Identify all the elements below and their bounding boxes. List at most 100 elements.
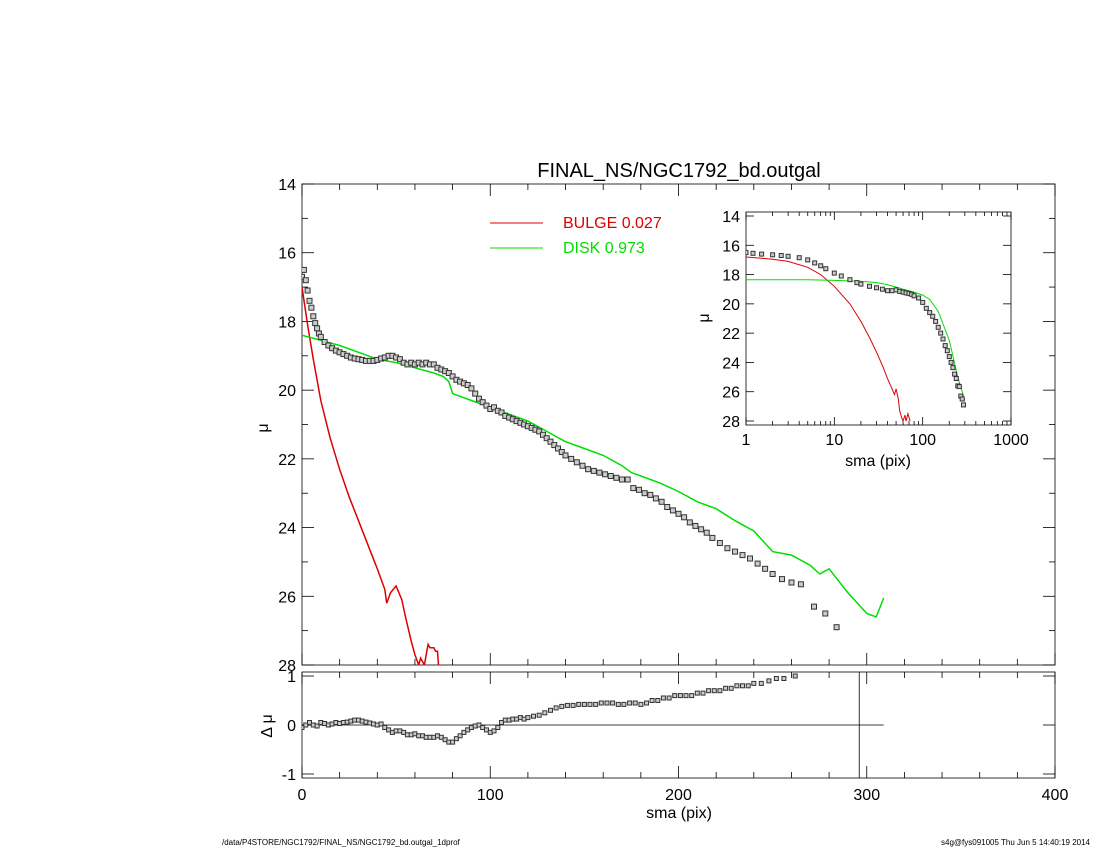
- data-point: [762, 565, 769, 572]
- y-tick-label: 22: [722, 326, 740, 343]
- data-point: [686, 519, 693, 526]
- data-point: [754, 560, 761, 567]
- residual-point: [615, 701, 621, 707]
- data-point: [797, 581, 804, 588]
- x-axis-label: sma (pix): [646, 805, 712, 822]
- data-point: [833, 624, 840, 631]
- residual-point: [711, 688, 717, 694]
- data-point: [703, 529, 710, 536]
- data-point: [472, 390, 479, 397]
- y-tick-label: 18: [722, 268, 740, 285]
- data-point: [838, 273, 844, 279]
- data-point: [746, 250, 749, 256]
- residual-point: [734, 683, 740, 689]
- data-point: [920, 299, 926, 305]
- data-point: [468, 385, 475, 392]
- data-point: [483, 402, 490, 409]
- data-point: [636, 486, 642, 493]
- residual-point: [717, 688, 723, 694]
- data-point: [952, 371, 958, 377]
- residual-point: [587, 701, 593, 707]
- data-point: [961, 402, 966, 408]
- data-point: [759, 251, 765, 257]
- y-tick-label: 28: [722, 414, 740, 431]
- series-bulge-line: [302, 286, 440, 665]
- data-point: [306, 297, 313, 304]
- data-point: [916, 295, 922, 301]
- data-point: [785, 253, 791, 259]
- data-point: [558, 449, 565, 455]
- y-tick-label: 14: [722, 209, 740, 226]
- data-point: [630, 485, 637, 492]
- data-point: [933, 318, 939, 324]
- residual-point: [525, 715, 531, 721]
- residual-point: [576, 701, 582, 707]
- data-point: [596, 469, 603, 476]
- residual-point: [621, 701, 627, 707]
- data-point: [709, 534, 716, 541]
- residual-point: [559, 703, 565, 709]
- data-point: [930, 313, 936, 319]
- main-panel: 14 16 18 20 22 24 26 28 μ: [255, 177, 1056, 675]
- data-point: [811, 603, 817, 610]
- inset-background: [746, 212, 1011, 425]
- data-point: [317, 333, 324, 340]
- data-point: [619, 476, 625, 483]
- y-tick-label: 26: [722, 385, 740, 402]
- data-point: [739, 552, 746, 559]
- data-point: [788, 579, 795, 586]
- y-tick-label: 28: [278, 658, 296, 675]
- data-point: [858, 281, 864, 287]
- x-tick-label: 10: [825, 432, 843, 449]
- footer-timestamp: s4g@fys091005 Thu Jun 5 14:40:19 2014: [941, 838, 1090, 847]
- data-point: [310, 313, 317, 320]
- residual-point: [536, 712, 542, 718]
- residual-point: [564, 702, 570, 708]
- y-tick-label: 0: [287, 718, 296, 735]
- data-point: [304, 287, 311, 294]
- residual-point: [495, 725, 501, 730]
- residual-point: [666, 695, 672, 701]
- residual-point: [745, 683, 751, 689]
- residual-point: [792, 673, 798, 679]
- data-point: [585, 466, 592, 473]
- y-axis-label: μ: [255, 423, 272, 432]
- residual-point: [723, 685, 729, 691]
- data-point: [805, 257, 811, 263]
- data-point: [885, 288, 890, 294]
- data-point: [543, 435, 550, 442]
- data-point: [613, 474, 620, 481]
- data-point: [624, 476, 631, 483]
- residual-point: [728, 685, 734, 691]
- data-point: [724, 545, 731, 552]
- residual-point: [450, 739, 456, 745]
- data-point: [476, 395, 482, 402]
- data-point: [822, 610, 829, 617]
- residual-point: [314, 723, 320, 729]
- footer-file-path: /data/P4STORE/NGC1792/FINAL_NS/NGC1792_b…: [222, 838, 460, 847]
- x-axis-label: sma (pix): [845, 453, 911, 470]
- residual-point: [766, 678, 772, 684]
- data-point: [675, 510, 682, 517]
- y-axis-label: μ: [696, 313, 713, 322]
- data-point: [551, 442, 558, 449]
- y-tick-label: 16: [278, 246, 296, 263]
- data-point: [536, 428, 543, 435]
- data-point: [698, 526, 705, 533]
- data-point: [579, 462, 586, 469]
- data-point: [692, 522, 699, 529]
- residual-point: [531, 713, 536, 719]
- residual-point: [677, 693, 683, 699]
- data-point: [770, 252, 776, 258]
- residual-point: [694, 690, 700, 696]
- y-tick-label: 20: [278, 383, 296, 400]
- data-point: [944, 348, 950, 354]
- data-point: [956, 384, 962, 390]
- y-tick-label: -1: [282, 767, 296, 784]
- inset-frame: [745, 211, 1012, 426]
- residual-point: [655, 698, 661, 703]
- data-point: [732, 548, 738, 555]
- data-point: [716, 540, 723, 546]
- data-point: [938, 330, 944, 336]
- data-point: [555, 445, 561, 452]
